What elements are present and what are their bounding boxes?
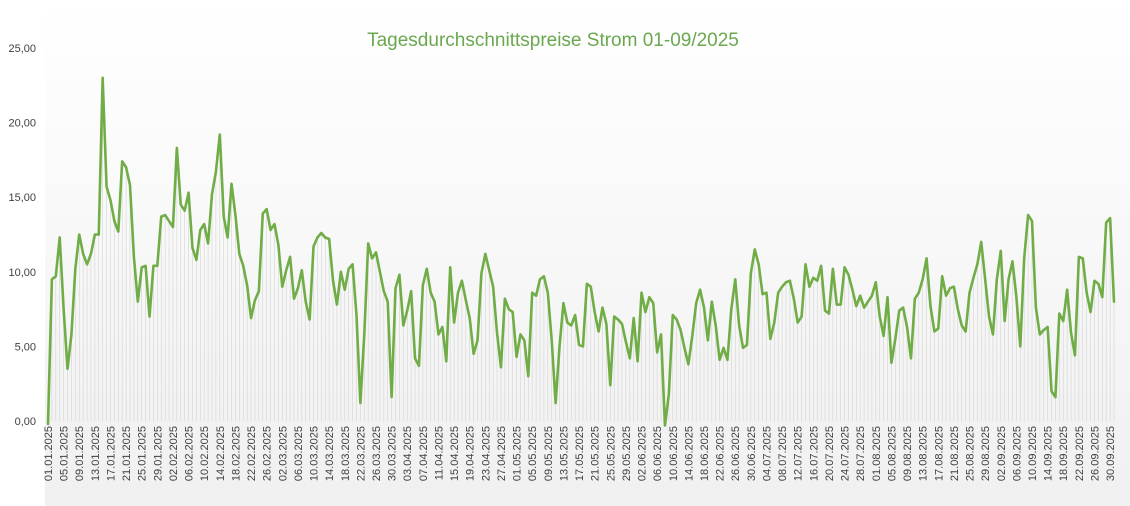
- y-tick-label: 5,00: [15, 341, 36, 353]
- x-tick-label: 12.07.2025: [793, 426, 805, 481]
- x-tick-label: 29.08.2025: [980, 426, 992, 481]
- x-tick-label: 06.03.2025: [293, 426, 305, 481]
- x-tick-label: 10.06.2025: [668, 426, 680, 481]
- x-tick-label: 14.03.2025: [324, 426, 336, 481]
- x-tick-label: 22.06.2025: [715, 426, 727, 481]
- x-tick-label: 24.07.2025: [840, 426, 852, 481]
- x-tick-label: 18.02.2025: [230, 426, 242, 481]
- x-tick-label: 13.05.2025: [558, 426, 570, 481]
- y-tick-label: 10,00: [8, 267, 36, 279]
- x-tick-label: 23.04.2025: [480, 426, 492, 481]
- x-tick-label: 20.07.2025: [824, 426, 836, 481]
- x-tick-label: 05.05.2025: [527, 426, 539, 481]
- y-tick-label: 25,00: [8, 43, 36, 55]
- x-tick-label: 06.06.2025: [652, 426, 664, 481]
- x-tick-label: 14.02.2025: [215, 426, 227, 481]
- x-tick-label: 17.05.2025: [574, 426, 586, 481]
- x-tick-label: 21.01.2025: [121, 426, 133, 481]
- x-tick-label: 05.08.2025: [886, 426, 898, 481]
- x-tick-label: 01.08.2025: [871, 426, 883, 481]
- x-tick-label: 11.04.2025: [434, 426, 446, 480]
- x-tick-label: 29.01.2025: [152, 426, 164, 481]
- x-axis: 01.01.2025 05.01.2025 09.01.2025 13.01.2025…: [43, 426, 1117, 481]
- x-tick-label: 02.03.2025: [277, 426, 289, 481]
- x-tick-label: 14.06.2025: [683, 426, 695, 481]
- x-tick-label: 26.09.2025: [1090, 426, 1102, 481]
- y-tick-label: 0,00: [15, 416, 36, 428]
- x-tick-label: 29.05.2025: [621, 426, 633, 481]
- x-tick-label: 17.08.2025: [933, 426, 945, 481]
- x-tick-label: 01.01.2025: [43, 426, 55, 481]
- x-tick-label: 02.06.2025: [637, 426, 649, 481]
- x-tick-label: 27.04.2025: [496, 426, 508, 481]
- x-tick-label: 10.02.2025: [199, 426, 211, 481]
- x-tick-label: 10.09.2025: [1027, 426, 1039, 481]
- x-tick-label: 22.03.2025: [355, 426, 367, 481]
- x-tick-label: 01.05.2025: [512, 426, 524, 481]
- x-tick-label: 30.06.2025: [746, 426, 758, 481]
- x-tick-label: 25.08.2025: [965, 426, 977, 481]
- x-tick-label: 30.03.2025: [387, 426, 399, 481]
- x-tick-label: 10.03.2025: [309, 426, 321, 481]
- x-tick-label: 02.02.2025: [168, 426, 180, 481]
- x-tick-label: 06.09.2025: [1011, 426, 1023, 481]
- x-tick-label: 21.05.2025: [590, 426, 602, 481]
- x-tick-label: 02.09.2025: [996, 426, 1008, 481]
- y-axis: 0,00 5,00 10,00 15,00 20,00 25,00: [8, 43, 36, 428]
- y-tick-label: 15,00: [8, 192, 36, 204]
- x-tick-label: 18.03.2025: [340, 426, 352, 481]
- x-tick-label: 03.04.2025: [402, 426, 414, 481]
- x-tick-label: 25.01.2025: [137, 426, 149, 481]
- x-tick-label: 28.07.2025: [855, 426, 867, 481]
- x-tick-label: 09.05.2025: [543, 426, 555, 481]
- x-tick-label: 26.03.2025: [371, 426, 383, 481]
- x-tick-label: 13.01.2025: [90, 426, 102, 481]
- x-tick-label: 22.09.2025: [1074, 426, 1086, 481]
- series-line: [46, 76, 1116, 427]
- chart-title: Tagesdurchschnittspreise Strom 01-09/202…: [367, 30, 739, 51]
- x-tick-label: 25.05.2025: [605, 426, 617, 481]
- x-tick-label: 19.04.2025: [465, 426, 477, 481]
- x-tick-label: 15.04.2025: [449, 426, 461, 481]
- x-tick-label: 16.07.2025: [808, 426, 820, 481]
- x-tick-label: 18.06.2025: [699, 426, 711, 481]
- x-tick-label: 06.02.2025: [184, 426, 196, 481]
- x-tick-label: 07.04.2025: [418, 426, 430, 481]
- chart-background: [45, 0, 1130, 506]
- x-tick-label: 30.09.2025: [1105, 426, 1117, 481]
- x-tick-label: 26.02.2025: [262, 426, 274, 481]
- x-tick-label: 22.02.2025: [246, 426, 258, 481]
- y-tick-label: 20,00: [8, 118, 36, 130]
- x-tick-label: 13.08.2025: [918, 426, 930, 481]
- x-tick-label: 09.08.2025: [902, 426, 914, 481]
- x-tick-label: 14.09.2025: [1043, 426, 1055, 481]
- x-tick-label: 04.07.2025: [762, 426, 774, 481]
- x-tick-label: 05.01.2025: [59, 426, 71, 481]
- x-tick-label: 09.01.2025: [74, 426, 86, 481]
- x-tick-label: 21.08.2025: [949, 426, 961, 481]
- x-tick-label: 17.01.2025: [106, 426, 118, 481]
- x-tick-label: 18.09.2025: [1058, 426, 1070, 481]
- series-layer: [46, 76, 1116, 427]
- x-tick-label: 08.07.2025: [777, 426, 789, 481]
- x-tick-label: 26.06.2025: [730, 426, 742, 481]
